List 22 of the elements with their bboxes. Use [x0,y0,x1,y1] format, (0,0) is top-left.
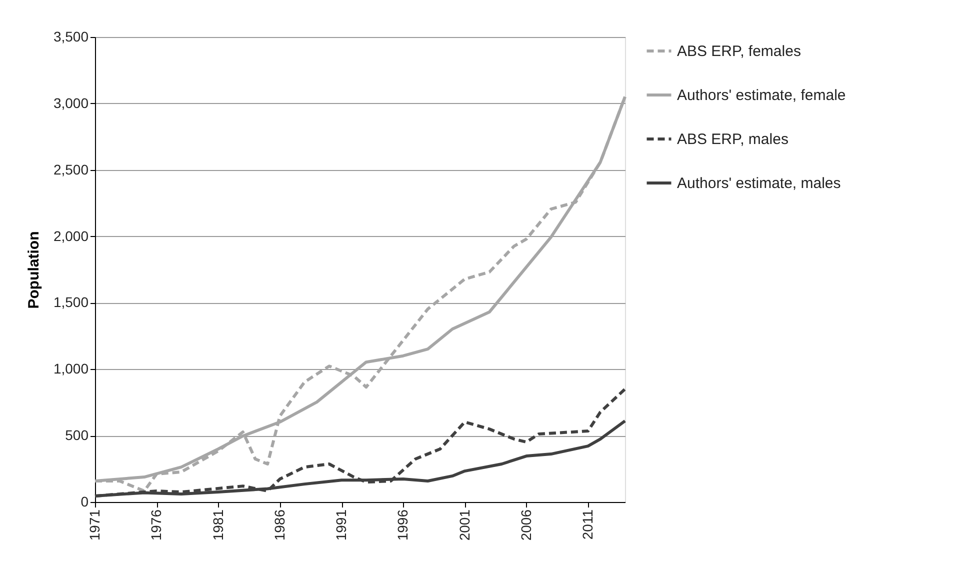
y-tick-label: 0 [80,494,89,510]
y-tick-label: 2,500 [53,161,89,178]
y-tick-label: 1,500 [53,294,89,310]
x-tick-label: 1986 [271,509,288,541]
y-axis-title: Population [25,231,42,309]
x-tick-label: 2001 [456,509,472,541]
y-tick-label: 500 [65,427,89,444]
x-tick-label: 1971 [86,509,102,541]
x-tick-label: 1991 [333,509,350,541]
legend-label: Authors' estimate, males [677,175,841,192]
legend-label: ABS ERP, females [677,43,801,60]
legend-label: Authors' estimate, female [677,87,846,104]
x-tick-label: 1996 [394,509,411,541]
legend-label: ABS ERP, males [677,131,788,148]
x-tick-label: 2006 [518,509,534,541]
x-tick-label: 2011 [580,509,596,540]
y-tick-label: 2,000 [53,228,89,244]
y-tick-label: 3,500 [53,28,89,44]
y-tick-label: 3,000 [53,94,89,111]
x-tick-label: 1976 [148,509,164,541]
y-tick-label: 1,000 [53,360,89,377]
x-tick-label: 1981 [210,509,226,541]
